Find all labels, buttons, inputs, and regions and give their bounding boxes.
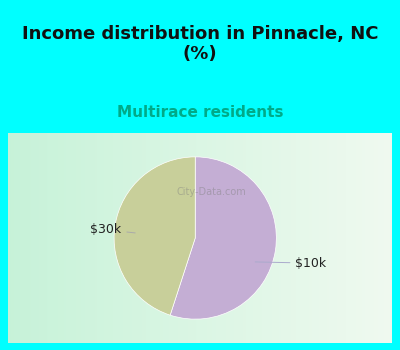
Wedge shape: [114, 157, 195, 315]
Text: Income distribution in Pinnacle, NC
(%): Income distribution in Pinnacle, NC (%): [22, 25, 378, 63]
Text: Multirace residents: Multirace residents: [117, 105, 283, 120]
Text: $10k: $10k: [255, 257, 326, 270]
Text: $30k: $30k: [90, 223, 135, 236]
Text: City-Data.com: City-Data.com: [176, 187, 246, 197]
Wedge shape: [170, 157, 276, 319]
